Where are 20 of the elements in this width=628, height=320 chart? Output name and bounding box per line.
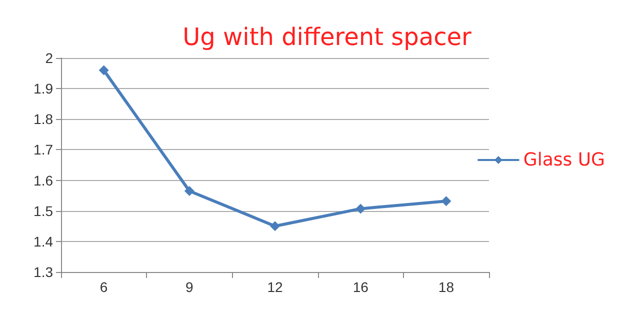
y-tick-label: 1.7 xyxy=(34,142,54,158)
x-tick-label: 6 xyxy=(100,279,108,295)
x-tick-label: 16 xyxy=(352,279,369,295)
x-tick-label: 18 xyxy=(438,279,454,295)
chart-title: Ug with different spacer xyxy=(182,23,472,51)
point xyxy=(441,196,452,206)
y-tick-label: 1.9 xyxy=(34,80,54,97)
x-tick-label: 9 xyxy=(186,279,194,295)
point xyxy=(98,65,109,76)
legend-label: Glass UG xyxy=(523,150,606,170)
y-tick-label: 1.6 xyxy=(34,172,54,188)
y-tick-label: 1.4 xyxy=(34,233,54,250)
point xyxy=(184,186,194,196)
y-tick-label: 1.8 xyxy=(34,111,54,128)
x-tick-label: 12 xyxy=(267,279,283,295)
y-tick-label: 1.3 xyxy=(34,264,54,280)
y-tick-label: 1.5 xyxy=(34,202,54,219)
point xyxy=(270,221,280,232)
y-tick-label: 2 xyxy=(45,50,54,66)
point xyxy=(356,204,366,214)
